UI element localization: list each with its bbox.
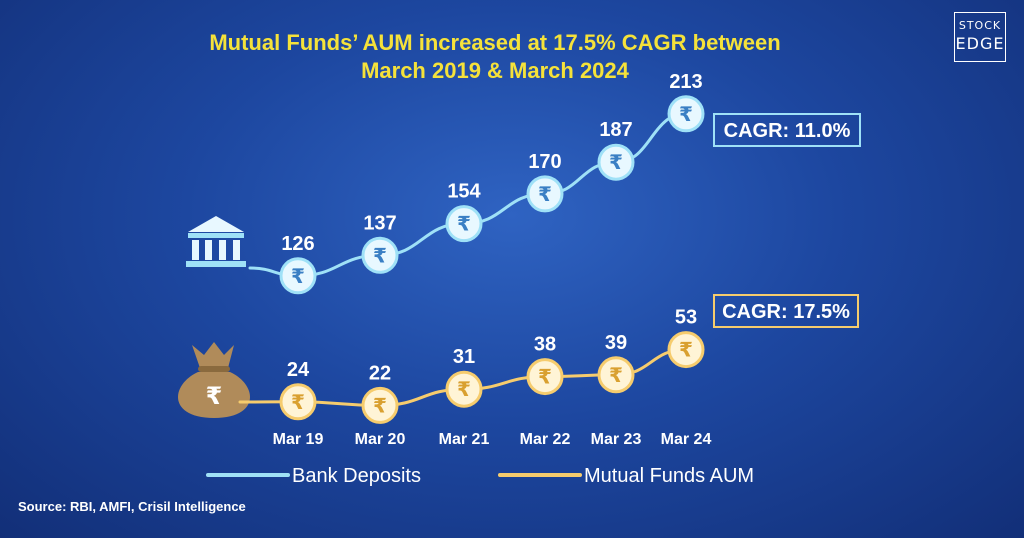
- svg-text:₹: ₹: [609, 150, 623, 174]
- svg-text:₹: ₹: [679, 102, 693, 126]
- data-label-mf-5: 53: [675, 307, 697, 329]
- svg-text:₹: ₹: [291, 264, 305, 288]
- data-point-bank-0: ₹: [279, 257, 317, 295]
- x-tick-label-3: Mar 22: [520, 431, 571, 448]
- svg-text:₹: ₹: [373, 243, 387, 267]
- svg-text:₹: ₹: [291, 390, 305, 414]
- data-point-mf-2: ₹: [445, 370, 483, 408]
- x-tick-label-0: Mar 19: [273, 431, 324, 448]
- chart-title-line-2: March 2019 & March 2024: [361, 58, 629, 83]
- data-label-bank-3: 170: [528, 151, 561, 173]
- cagr-label-mf: CAGR: 17.5%: [722, 301, 850, 323]
- x-tick-label-5: Mar 24: [661, 431, 712, 448]
- data-label-bank-1: 137: [363, 212, 396, 234]
- cagr-label-bank: CAGR: 11.0%: [724, 120, 851, 142]
- data-label-bank-5: 213: [669, 71, 702, 93]
- data-point-bank-3: ₹: [526, 175, 564, 213]
- data-label-bank-4: 187: [599, 119, 632, 141]
- data-label-mf-1: 22: [369, 362, 391, 384]
- data-label-bank-0: 126: [281, 233, 314, 255]
- svg-text:₹: ₹: [538, 182, 552, 206]
- logo-text-line-2: EDGE: [955, 34, 1005, 53]
- stockedge-logo: STOCK EDGE: [954, 12, 1006, 62]
- x-tick-label-1: Mar 20: [355, 431, 406, 448]
- x-tick-label-4: Mar 23: [591, 431, 642, 448]
- data-point-bank-2: ₹: [445, 205, 483, 243]
- data-point-mf-4: ₹: [597, 356, 635, 394]
- data-label-mf-4: 39: [605, 332, 627, 354]
- svg-text:₹: ₹: [206, 382, 223, 410]
- x-tick-label-2: Mar 21: [439, 431, 490, 448]
- data-label-mf-0: 24: [287, 359, 310, 381]
- data-point-bank-4: ₹: [597, 143, 635, 181]
- legend-label-0: Bank Deposits: [292, 465, 421, 487]
- data-label-mf-3: 38: [534, 334, 556, 356]
- chart-title-line-1: Mutual Funds’ AUM increased at 17.5% CAG…: [209, 30, 781, 55]
- cagr-box-bank: [713, 113, 861, 147]
- svg-text:₹: ₹: [457, 377, 471, 401]
- money-bag-icon: ₹: [177, 342, 251, 418]
- svg-text:₹: ₹: [373, 393, 387, 417]
- data-label-bank-2: 154: [447, 181, 481, 203]
- bank-building-icon: [186, 216, 246, 267]
- data-point-bank-1: ₹: [361, 236, 399, 274]
- data-point-mf-5: ₹: [667, 331, 705, 369]
- cagr-box-mf: [713, 294, 859, 328]
- data-point-mf-3: ₹: [526, 358, 564, 396]
- svg-text:₹: ₹: [609, 363, 623, 387]
- data-point-mf-0: ₹: [279, 383, 317, 421]
- legend-label-1: Mutual Funds AUM: [584, 465, 754, 487]
- logo-text-line-1: STOCK: [958, 19, 1002, 32]
- label-layer: 126 137 154 170 187 213 CAGR: 11.0% 24 22 31 38 39 5…: [206, 71, 861, 487]
- svg-text:₹: ₹: [679, 338, 693, 362]
- svg-text:₹: ₹: [457, 212, 471, 236]
- data-label-mf-2: 31: [453, 346, 475, 368]
- data-point-mf-1: ₹: [361, 386, 399, 424]
- data-point-bank-5: ₹: [667, 95, 705, 133]
- svg-text:₹: ₹: [538, 365, 552, 389]
- source-note: Source: RBI, AMFI, Crisil Intelligence: [18, 499, 246, 514]
- series-layer: ₹ ₹ ₹ ₹ ₹ ₹ ₹ ₹ ₹ ₹ ₹ ₹: [238, 95, 705, 424]
